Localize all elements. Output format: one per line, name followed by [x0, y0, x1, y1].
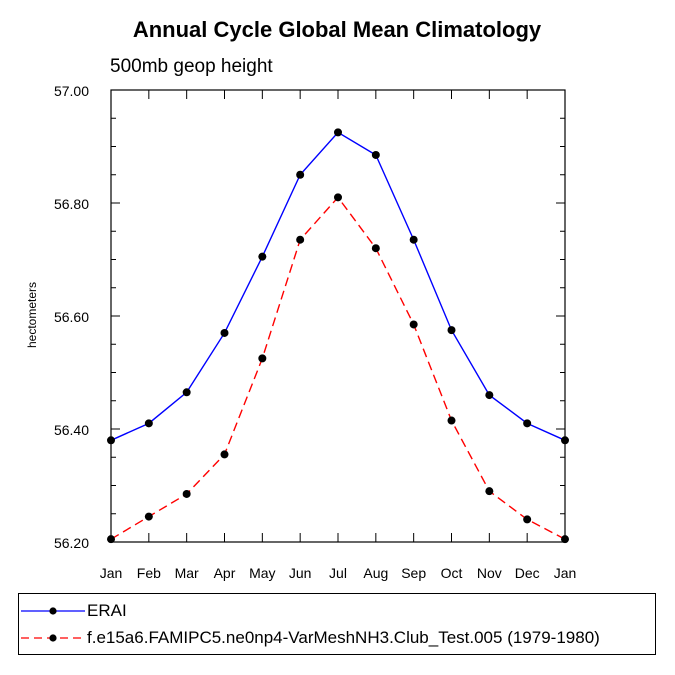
legend-label-erai: ERAI	[87, 601, 127, 620]
x-tick-label: Oct	[441, 565, 463, 581]
series-point-0	[523, 419, 532, 428]
series-point-1	[296, 235, 305, 244]
series-point-0	[220, 328, 229, 337]
x-tick-label: Jan	[554, 565, 577, 581]
y-tick-label: 56.60	[54, 309, 89, 325]
series-point-0	[334, 128, 342, 137]
x-tick-label: Nov	[477, 565, 502, 581]
x-tick-label: Jan	[100, 565, 123, 581]
y-tick-label: 56.20	[54, 535, 89, 551]
series-line-1	[110, 196, 566, 540]
series-line-0	[110, 131, 566, 441]
series-point-0	[485, 391, 494, 400]
axis-tick-labels: Jan Feb Mar Apr May Jun Jul Aug Sep Oct Nov Dec Jan 5…	[54, 83, 576, 581]
series-point-0	[371, 150, 380, 159]
chart-subtitle: 500mb geop height	[110, 56, 273, 77]
legend-entry-erai: ERAI	[19, 597, 655, 625]
y-tick-label: 56.40	[54, 422, 89, 438]
x-tick-label: Jul	[329, 565, 347, 581]
x-tick-label: Mar	[175, 565, 199, 581]
series-point-1	[523, 515, 532, 524]
series-point-1	[220, 450, 229, 459]
x-tick-label: Aug	[363, 565, 388, 581]
axis-ticks	[110, 89, 566, 543]
x-tick-label: May	[249, 565, 275, 581]
series-point-1	[409, 320, 418, 329]
series-point-0	[258, 252, 267, 261]
series-point-1	[371, 244, 380, 253]
x-tick-label: Jun	[289, 565, 312, 581]
series-point-1	[182, 489, 191, 498]
x-tick-label: Dec	[515, 565, 540, 581]
series-point-0	[182, 388, 191, 397]
series-point-0	[561, 436, 569, 445]
series-point-0	[447, 326, 456, 335]
series-point-1	[334, 193, 342, 202]
chart-title: Annual Cycle Global Mean Climatology	[133, 17, 542, 42]
y-tick-label: 57.00	[54, 83, 89, 99]
series-point-1	[561, 535, 569, 544]
plot-frame	[110, 89, 566, 543]
x-tick-label: Apr	[214, 565, 236, 581]
series-point-1	[107, 535, 115, 544]
series-point-1	[447, 416, 456, 425]
legend: ERAI f.e15a6.FAMIPC5.ne0np4-VarMeshNH3.C…	[18, 593, 656, 655]
series-point-1	[144, 512, 153, 521]
series-markers	[107, 128, 569, 544]
series-point-1	[485, 487, 494, 496]
series-point-0	[409, 235, 418, 244]
series-point-0	[107, 436, 115, 445]
series-point-0	[144, 419, 153, 428]
y-axis-label: hectometers	[25, 282, 39, 348]
legend-swatch-erai	[21, 607, 85, 615]
x-tick-label: Sep	[401, 565, 426, 581]
legend-label-model: f.e15a6.FAMIPC5.ne0np4-VarMeshNH3.Club_T…	[87, 628, 600, 647]
y-tick-label: 56.80	[54, 196, 89, 212]
legend-entry-model: f.e15a6.FAMIPC5.ne0np4-VarMeshNH3.Club_T…	[19, 624, 655, 652]
series-point-1	[258, 354, 267, 363]
series-point-0	[296, 170, 305, 179]
x-tick-label: Feb	[137, 565, 161, 581]
legend-swatch-model	[21, 634, 85, 642]
chart: Annual Cycle Global Mean Climatology 500…	[25, 17, 576, 581]
